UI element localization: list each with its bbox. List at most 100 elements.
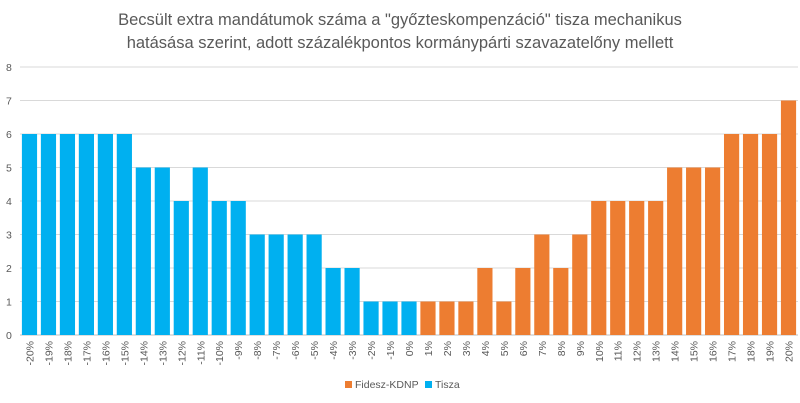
bar-tisza bbox=[230, 201, 246, 335]
bar-tisza bbox=[59, 134, 76, 335]
bar-tisza bbox=[21, 134, 38, 335]
x-tick-label: 16% bbox=[708, 341, 720, 362]
bar-tisza bbox=[116, 134, 132, 335]
bar-tisza bbox=[154, 167, 170, 335]
chart-title-line-2: hatásása szerint, adott százalékpontos k… bbox=[127, 34, 674, 52]
x-tick-label: -15% bbox=[119, 341, 131, 366]
bar-tisza bbox=[268, 234, 284, 335]
x-tick-label: 2% bbox=[442, 341, 454, 356]
bar-tisza bbox=[192, 167, 208, 335]
x-tick-label: 17% bbox=[727, 341, 739, 362]
x-tick-label: -8% bbox=[252, 341, 264, 360]
y-tick-label: 2 bbox=[6, 263, 12, 275]
bar-tisza bbox=[287, 234, 303, 335]
bar-fidesz bbox=[420, 301, 436, 335]
bar-tisza bbox=[325, 268, 341, 335]
y-tick-label: 6 bbox=[6, 129, 12, 141]
x-tick-label: -3% bbox=[347, 341, 359, 360]
bar-fidesz bbox=[705, 167, 721, 335]
x-tick-label: 1% bbox=[423, 341, 435, 356]
x-tick-label: -13% bbox=[157, 341, 169, 366]
x-tick-label: 5% bbox=[499, 341, 511, 356]
x-tick-label: 10% bbox=[594, 341, 606, 362]
legend-label-tisza: Tisza bbox=[435, 379, 460, 391]
x-tick-label: 6% bbox=[518, 341, 530, 356]
legend-swatch-fidesz bbox=[345, 381, 352, 388]
bar-fidesz bbox=[439, 301, 455, 335]
bar-tisza bbox=[135, 167, 151, 335]
x-tick-label: -14% bbox=[138, 341, 150, 366]
bar-tisza bbox=[344, 268, 360, 335]
bar-tisza bbox=[306, 234, 322, 335]
x-tick-label: 12% bbox=[632, 341, 644, 362]
x-tick-label: -1% bbox=[385, 341, 397, 360]
bar-fidesz bbox=[515, 268, 531, 335]
bar-tisza bbox=[382, 301, 398, 335]
bar-tisza bbox=[97, 134, 113, 335]
bar-tisza bbox=[363, 301, 379, 335]
y-tick-label: 1 bbox=[6, 297, 12, 309]
bar-tisza bbox=[249, 234, 265, 335]
y-tick-label: 4 bbox=[6, 196, 12, 208]
x-tick-label: 13% bbox=[651, 341, 663, 362]
x-tick-label: -6% bbox=[290, 341, 302, 360]
x-tick-label: -2% bbox=[366, 341, 378, 360]
legend: Fidesz-KDNP Tisza bbox=[345, 379, 460, 391]
x-tick-label: -5% bbox=[309, 341, 321, 360]
y-tick-label: 5 bbox=[6, 163, 12, 175]
bar-tisza bbox=[401, 301, 417, 335]
x-tick-label: -18% bbox=[62, 341, 74, 366]
chart-title-line-1: Becsült extra mandátumok száma a "győzte… bbox=[118, 11, 682, 29]
x-tick-label: 7% bbox=[537, 341, 549, 356]
bar-tisza bbox=[40, 134, 57, 335]
bar-fidesz bbox=[742, 134, 759, 335]
legend-swatch-tisza bbox=[425, 381, 432, 388]
x-tick-label: 20% bbox=[784, 341, 796, 362]
bar-fidesz bbox=[686, 167, 702, 335]
x-tick-label: 9% bbox=[575, 341, 587, 356]
bar-fidesz bbox=[648, 201, 664, 335]
bar-fidesz bbox=[723, 134, 740, 335]
bar-fidesz bbox=[780, 100, 797, 335]
bars bbox=[21, 100, 797, 335]
x-tick-label: -4% bbox=[328, 341, 340, 360]
x-tick-label: -16% bbox=[100, 341, 112, 366]
x-tick-label: 19% bbox=[765, 341, 777, 362]
bar-fidesz bbox=[629, 201, 645, 335]
bar-fidesz bbox=[572, 234, 588, 335]
x-tick-label: -17% bbox=[81, 341, 93, 366]
y-axis: 0 1 2 3 4 5 6 7 8 bbox=[6, 62, 12, 342]
x-tick-label: 8% bbox=[556, 341, 568, 356]
bar-fidesz bbox=[761, 134, 778, 335]
bar-fidesz bbox=[553, 268, 569, 335]
bar-fidesz bbox=[667, 167, 683, 335]
bar-tisza bbox=[211, 201, 227, 335]
x-tick-label: -9% bbox=[233, 341, 245, 360]
x-tick-label: 11% bbox=[613, 341, 625, 361]
x-tick-label: -20% bbox=[24, 341, 36, 366]
y-tick-label: 3 bbox=[6, 230, 12, 242]
x-tick-label: 15% bbox=[689, 341, 701, 362]
y-tick-label: 8 bbox=[6, 62, 12, 74]
bar-fidesz bbox=[496, 301, 512, 335]
x-tick-label: -19% bbox=[43, 341, 55, 366]
bar-fidesz bbox=[610, 201, 626, 335]
x-tick-label: -10% bbox=[214, 341, 226, 366]
y-tick-label: 0 bbox=[6, 330, 12, 342]
legend-label-fidesz: Fidesz-KDNP bbox=[355, 379, 419, 391]
bar-tisza bbox=[78, 134, 95, 335]
y-tick-label: 7 bbox=[6, 96, 12, 108]
bar-tisza bbox=[173, 201, 189, 335]
x-tick-label: 4% bbox=[480, 341, 492, 356]
x-tick-label: 14% bbox=[670, 341, 682, 362]
bar-fidesz bbox=[534, 234, 550, 335]
bar-fidesz bbox=[458, 301, 474, 335]
x-tick-label: 0% bbox=[404, 341, 416, 356]
x-tick-label: 3% bbox=[461, 341, 473, 356]
x-tick-label: 18% bbox=[746, 341, 758, 362]
x-axis: -20% -19% -18% -17% -16% -15% -14% -13% -12% -11%… bbox=[24, 341, 795, 366]
x-tick-label: -12% bbox=[176, 341, 188, 366]
bar-fidesz bbox=[591, 201, 607, 335]
bar-fidesz bbox=[477, 268, 493, 335]
